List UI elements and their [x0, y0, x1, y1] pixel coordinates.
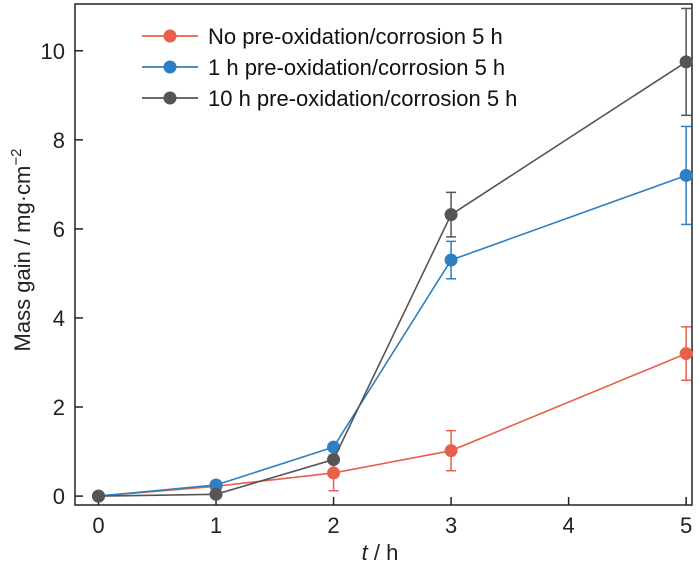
series-line: [98, 61, 687, 497]
series-line: [98, 352, 687, 497]
series-3: [92, 7, 693, 503]
data-point: [327, 440, 341, 454]
x-axis-unit: / h: [368, 540, 399, 565]
axis-ticks: 0 1 2 3 4 5 0 2 4 6 8 10: [41, 39, 693, 538]
y-tick-label: 8: [53, 128, 65, 153]
legend-item-3: 10 h pre-oxidation/corrosion 5 h: [142, 86, 517, 111]
plot-area: [74, 3, 693, 506]
y-axis-label-main: Mass gain / mg·cm: [10, 166, 35, 352]
y-tick-label: 2: [53, 395, 65, 420]
data-point: [679, 347, 693, 361]
x-tick-label: 1: [210, 513, 222, 538]
legend: No pre-oxidation/corrosion 5 h 1 h pre-ox…: [142, 24, 517, 111]
x-axis-variable: t: [362, 540, 369, 565]
y-tick-label: 10: [41, 39, 65, 64]
data-point: [92, 489, 106, 503]
legend-marker: [163, 29, 177, 43]
legend-label: No pre-oxidation/corrosion 5 h: [208, 24, 503, 49]
legend-item-1: No pre-oxidation/corrosion 5 h: [142, 24, 503, 49]
data-point: [679, 55, 693, 69]
data-point: [209, 487, 223, 501]
data-point: [327, 466, 341, 480]
x-tick-label: 4: [562, 513, 574, 538]
plot-frame: [74, 3, 693, 506]
x-tick-label: 0: [92, 513, 104, 538]
x-tick-label: 5: [680, 513, 692, 538]
y-tick-label: 0: [53, 484, 65, 509]
x-tick-label: 2: [327, 513, 339, 538]
data-point: [444, 444, 458, 458]
y-tick-label: 4: [53, 306, 65, 331]
legend-label: 10 h pre-oxidation/corrosion 5 h: [208, 86, 517, 111]
x-tick-label: 3: [445, 513, 457, 538]
legend-item-2: 1 h pre-oxidation/corrosion 5 h: [142, 55, 505, 80]
data-point: [327, 453, 341, 467]
legend-marker: [163, 91, 177, 105]
y-axis-label-superscript: −2: [8, 149, 25, 166]
data-series: [92, 7, 693, 503]
y-axis-title: Mass gain / mg·cm−2: [8, 149, 35, 352]
data-point: [209, 478, 223, 492]
data-point: [444, 208, 458, 222]
data-point: [679, 168, 693, 182]
legend-marker: [163, 60, 177, 74]
series-2: [92, 125, 693, 503]
data-point: [444, 253, 458, 267]
legend-label: 1 h pre-oxidation/corrosion 5 h: [208, 55, 505, 80]
x-axis-title: t / h: [362, 540, 399, 565]
y-tick-label: 6: [53, 217, 65, 242]
